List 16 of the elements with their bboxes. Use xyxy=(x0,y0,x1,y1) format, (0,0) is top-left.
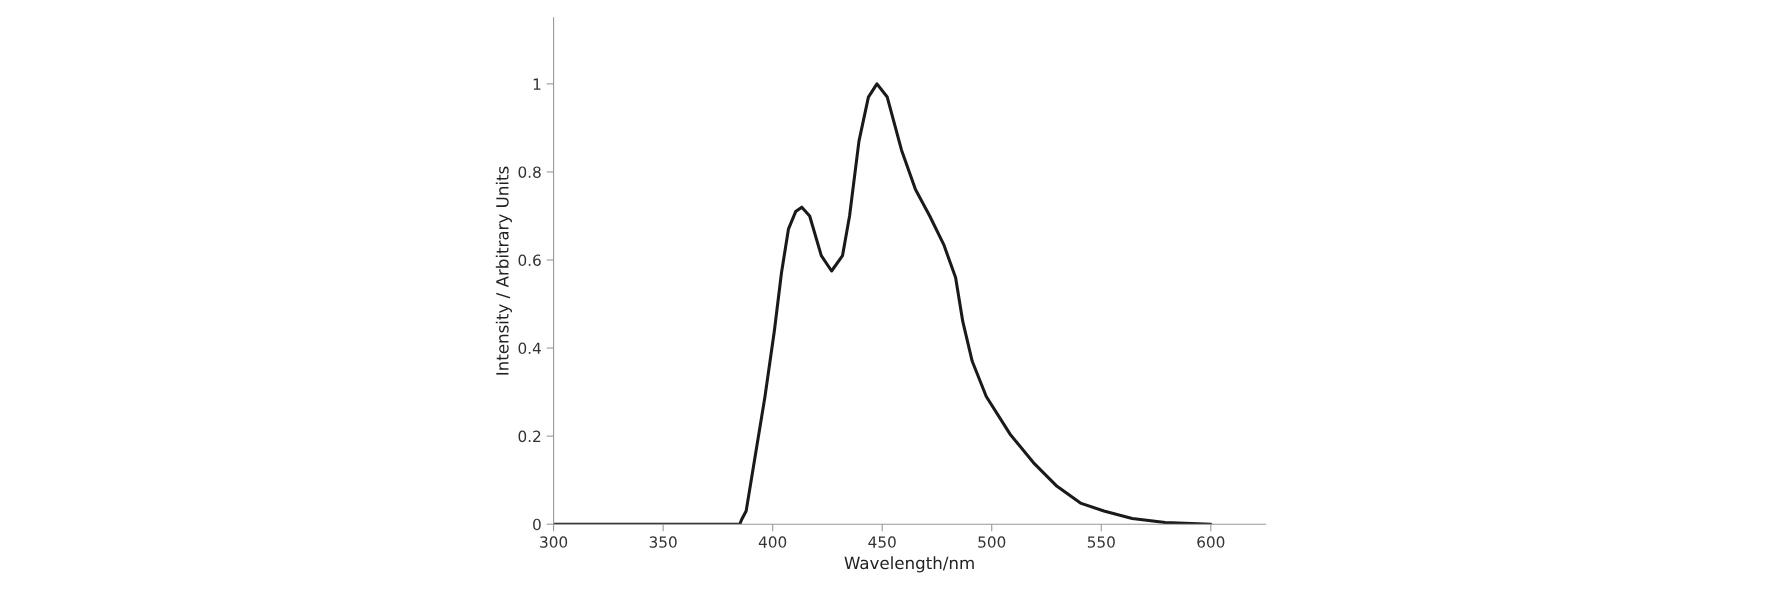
line-series xyxy=(553,82,1213,525)
y-tick-label: 0.8 xyxy=(518,166,541,178)
y-tick-label: 0.6 xyxy=(518,254,541,267)
y-tick-label: 1 xyxy=(533,78,541,90)
x-tick-label: 400 xyxy=(758,536,787,548)
y-tick-label: 0 xyxy=(533,518,541,531)
x-tick-label: 550 xyxy=(1087,536,1115,548)
x-tick-label: 300 xyxy=(540,536,568,548)
x-tick-label: 600 xyxy=(1197,536,1225,548)
y-tick-label: 0.2 xyxy=(518,430,541,443)
x-tick-label: 450 xyxy=(868,536,896,548)
x-tick-label: 500 xyxy=(978,536,1006,548)
y-axis-title: Intensity / Arbitrary Units xyxy=(495,166,512,375)
x-axis-title: Wavelength/nm xyxy=(844,556,974,573)
x-tick-label: 350 xyxy=(649,536,677,548)
y-tick-label: 0.4 xyxy=(518,342,541,355)
